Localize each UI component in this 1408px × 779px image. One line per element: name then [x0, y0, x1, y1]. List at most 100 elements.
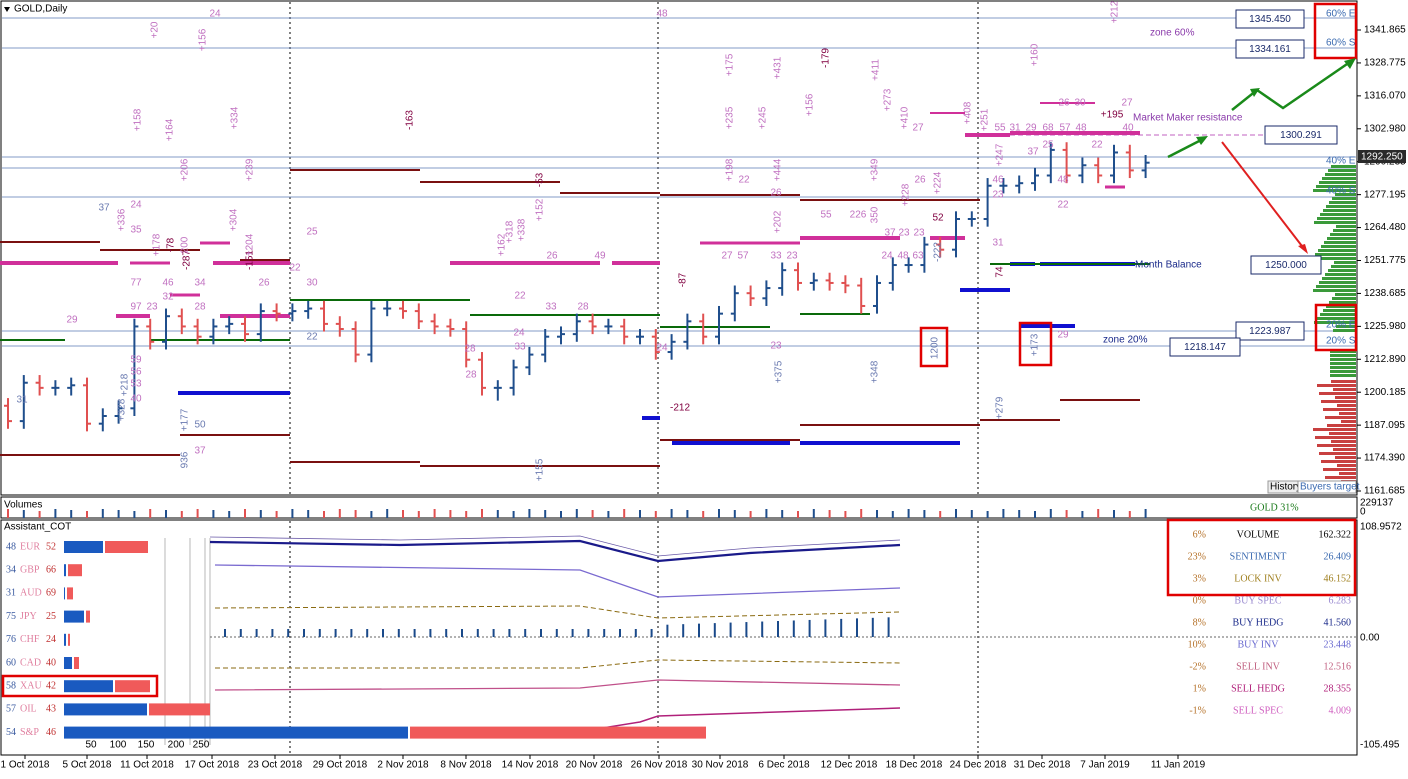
volume-bar — [544, 510, 547, 518]
table-label: BUY INV — [1237, 639, 1279, 650]
float-label: 29 — [1025, 123, 1037, 134]
float-label: 53 — [130, 379, 142, 390]
strip-bar — [1325, 273, 1356, 276]
float-label: 26 — [770, 188, 782, 199]
float-label: 25 — [306, 227, 318, 238]
strip-bar — [1341, 420, 1356, 423]
level-value: 1345.450 — [1249, 14, 1291, 25]
cot-name: OIL — [20, 704, 37, 715]
cot-long: 31 — [6, 588, 16, 599]
cot-scale: 250 — [193, 740, 210, 751]
volume-panel — [0, 496, 1358, 519]
level-box — [1169, 337, 1241, 357]
strip-bar — [1337, 404, 1356, 407]
volume-bar — [228, 511, 231, 518]
table-value: 26.409 — [1324, 551, 1352, 562]
float-label: +375 — [774, 360, 785, 383]
cot-name: S&P — [20, 727, 39, 738]
strip-bar — [1314, 321, 1356, 324]
float-label: 23 — [786, 251, 798, 262]
float-label: -78 — [166, 237, 177, 252]
cot-short-bar — [115, 680, 150, 693]
volume-bar — [1081, 511, 1084, 518]
level-value: 1218.147 — [1184, 342, 1226, 353]
cot-line — [215, 659, 901, 669]
cot-line — [214, 679, 901, 691]
highlight-box — [1313, 2, 1358, 60]
volume-bar — [7, 509, 9, 518]
strip-bar — [1317, 217, 1356, 220]
price-label: 1302.980 — [1364, 123, 1406, 134]
strip-bar — [1339, 412, 1356, 415]
cot-line — [589, 707, 901, 731]
volume-bar — [259, 510, 262, 518]
float-label: 24 — [513, 328, 525, 339]
float-label: 59 — [130, 355, 142, 366]
float-label: 28 — [194, 302, 206, 313]
price-label: 1251.775 — [1364, 255, 1406, 266]
float-label: +349 — [870, 158, 881, 181]
cot-long-bar — [64, 633, 66, 646]
date-label: 8 Nov 2018 — [440, 760, 492, 771]
strip-bar — [1329, 432, 1356, 435]
strip-bar — [1315, 253, 1356, 256]
float-label: 33 — [545, 302, 557, 313]
cot-long-bar — [64, 564, 66, 577]
gold-badge: GOLD 31% — [1250, 502, 1299, 513]
float-label: +328 — [117, 398, 128, 421]
float-label: +202 — [773, 210, 784, 233]
strip-bar — [1330, 362, 1356, 365]
float-label: -87 — [678, 272, 689, 287]
price-label: 1264.480 — [1364, 222, 1406, 233]
float-label: 28 — [577, 302, 589, 313]
float-label: 33 — [770, 251, 782, 262]
strip-bar — [1330, 233, 1356, 236]
float-label: -53 — [535, 172, 546, 187]
float-label: 28 — [464, 344, 476, 355]
strip-bar — [1331, 265, 1356, 268]
strip-bar — [1333, 448, 1356, 451]
strip-bar — [1327, 424, 1356, 427]
cot-short-bar — [86, 610, 90, 623]
volume-bar — [1144, 509, 1147, 518]
cot-short: 25 — [46, 611, 56, 622]
strip-bar — [1322, 177, 1356, 180]
cot-short: 43 — [46, 704, 56, 715]
table-label: VOLUME — [1237, 529, 1280, 540]
float-label: 33 — [514, 342, 526, 353]
table-label: SENTIMENT — [1230, 551, 1287, 562]
date-label: 7 Jan 2019 — [1080, 760, 1130, 771]
volume-axis: 0 — [1360, 507, 1366, 518]
menu-arrow[interactable] — [4, 7, 10, 12]
float-label: 37 — [98, 203, 110, 214]
strip-bar — [1320, 213, 1356, 216]
float-label: 40 — [130, 394, 142, 405]
cot-scale: 200 — [168, 740, 185, 751]
float-label: +156 — [198, 28, 209, 51]
volume-bar — [623, 509, 626, 518]
volume-bar — [402, 510, 404, 518]
strip-bar — [1313, 189, 1356, 192]
volume-bar — [149, 509, 152, 518]
volume-bar — [654, 511, 657, 518]
cot-short: 69 — [46, 588, 56, 599]
volume-bar — [433, 509, 436, 518]
strip-bar — [1317, 384, 1356, 387]
strip-bar — [1318, 249, 1356, 252]
float-label: +334 — [230, 106, 241, 129]
strip-bar — [1335, 193, 1356, 196]
strip-bar — [1328, 269, 1356, 272]
volume-bar — [323, 511, 325, 518]
float-label: 27 — [721, 251, 733, 262]
float-label: +228 — [901, 183, 912, 206]
float-label: +156 — [805, 93, 816, 116]
float-label: 40 — [1122, 123, 1134, 134]
cot-name: JPY — [20, 611, 37, 622]
cot-long: 60 — [6, 657, 16, 668]
volume-bar — [812, 509, 815, 518]
tab-label: History — [1270, 482, 1301, 493]
cot-axis: 0.00 — [1360, 633, 1380, 644]
strip-bar — [1332, 197, 1356, 200]
strip-bar — [1334, 261, 1356, 264]
cot-long-bar — [64, 610, 84, 623]
